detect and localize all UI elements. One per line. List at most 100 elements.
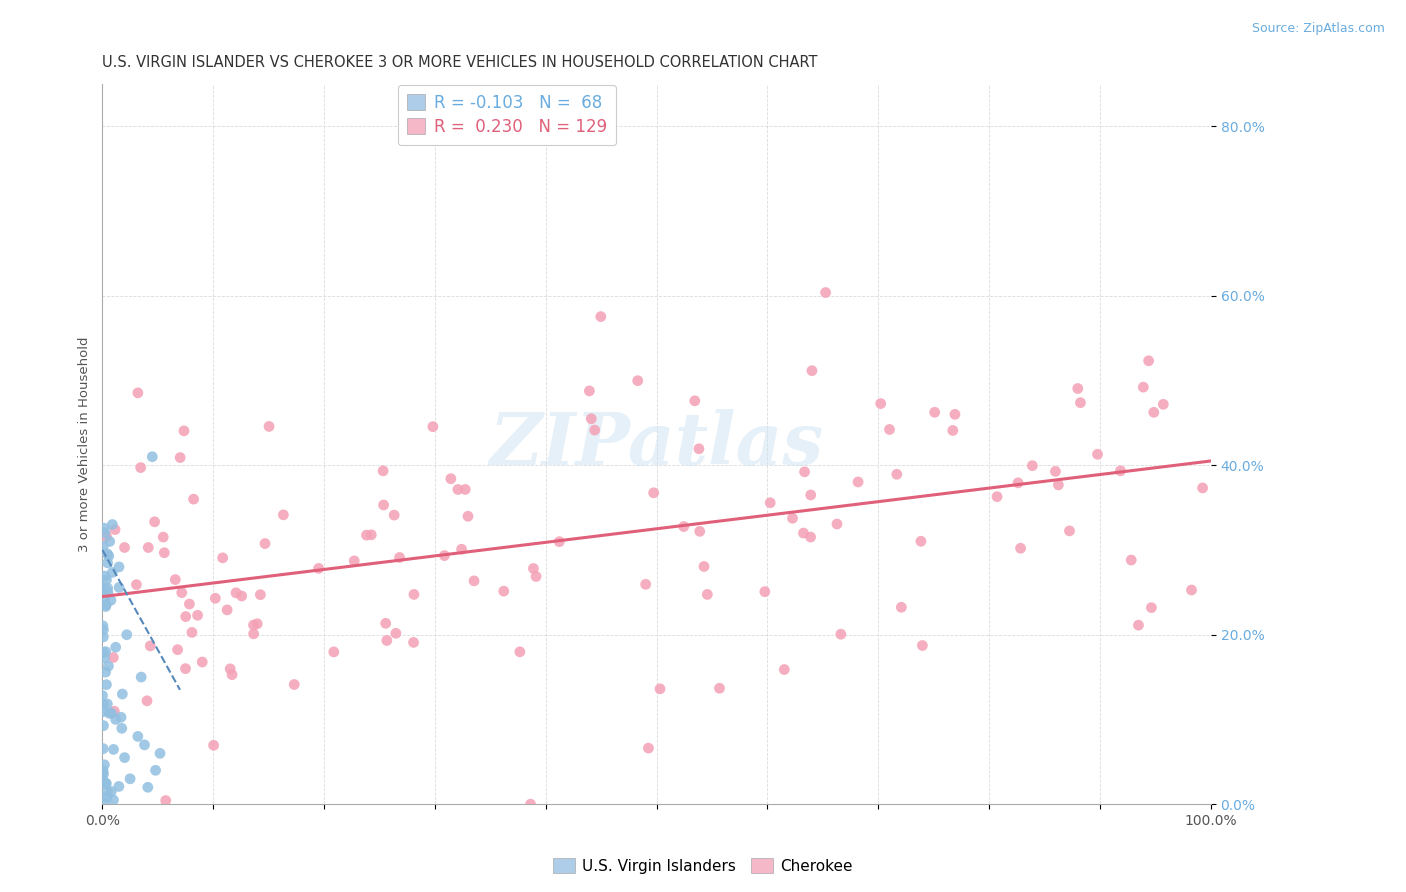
Point (773, 663, 796, 677)
Point (191, 655, 214, 669)
Point (101, 517, 124, 532)
Point (1069, 395, 1091, 409)
Point (371, 464, 394, 478)
Point (93, 796, 115, 810)
Point (136, 694, 159, 708)
Point (374, 616, 396, 631)
Point (96, 573, 118, 587)
Point (115, 628, 138, 642)
Point (91, 741, 114, 756)
Point (166, 642, 188, 657)
Point (93, 757, 115, 772)
Point (911, 639, 934, 653)
Point (801, 364, 824, 378)
Text: Source: ZipAtlas.com: Source: ZipAtlas.com (1251, 22, 1385, 36)
Point (97, 549, 120, 563)
Point (492, 584, 515, 599)
Point (1067, 382, 1090, 396)
Point (173, 424, 195, 438)
Point (98, 706, 121, 721)
Point (846, 475, 869, 489)
Point (93, 623, 115, 637)
Point (1121, 553, 1143, 567)
Point (402, 587, 425, 601)
Point (1140, 600, 1163, 615)
Point (1152, 397, 1174, 411)
Point (101, 566, 124, 580)
Point (683, 393, 706, 408)
Point (246, 616, 269, 631)
Point (129, 670, 152, 684)
Point (1047, 478, 1070, 492)
Point (103, 704, 125, 718)
Point (800, 530, 823, 544)
Point (382, 508, 405, 522)
Point (1137, 353, 1160, 368)
Point (648, 681, 671, 696)
Point (886, 467, 908, 482)
Point (375, 633, 398, 648)
Point (127, 385, 149, 400)
Point (578, 384, 600, 398)
Point (91, 689, 114, 703)
Point (1180, 582, 1202, 597)
Point (145, 764, 167, 778)
Point (1128, 618, 1150, 632)
Point (97, 585, 120, 599)
Point (634, 577, 657, 591)
Point (96, 790, 118, 805)
Point (1143, 405, 1166, 419)
Point (94, 526, 117, 541)
Point (283, 677, 305, 691)
Point (103, 742, 125, 756)
Point (924, 405, 946, 419)
Point (134, 738, 156, 752)
Point (581, 411, 603, 425)
Point (98, 534, 121, 549)
Point (96, 784, 118, 798)
Point (360, 528, 382, 542)
Point (910, 534, 932, 549)
Point (96, 530, 118, 544)
Point (814, 285, 837, 300)
Point (356, 528, 378, 542)
Point (153, 546, 176, 560)
Point (94, 645, 117, 659)
Point (693, 559, 716, 574)
Point (111, 687, 134, 701)
Point (388, 550, 411, 565)
Point (522, 561, 544, 575)
Point (433, 549, 456, 563)
Point (402, 635, 425, 649)
Point (152, 530, 174, 544)
Point (91, 764, 114, 779)
Point (986, 490, 1008, 504)
Point (93, 719, 115, 733)
Point (183, 492, 205, 507)
Point (450, 542, 472, 557)
Point (1109, 464, 1132, 478)
Point (141, 450, 163, 464)
Point (94, 569, 117, 583)
Point (94, 599, 117, 614)
Point (583, 423, 606, 437)
Point (111, 722, 134, 736)
Point (94, 776, 117, 790)
Point (1191, 481, 1213, 495)
Point (180, 625, 202, 640)
Point (91, 630, 114, 644)
Point (100, 784, 122, 798)
Point (93, 698, 115, 712)
Point (447, 483, 470, 497)
Point (93, 582, 115, 596)
Point (231, 589, 253, 603)
Point (108, 581, 131, 595)
Point (91, 705, 114, 719)
Point (221, 667, 243, 681)
Point (149, 747, 172, 761)
Point (104, 523, 127, 537)
Point (463, 574, 485, 588)
Point (792, 526, 814, 541)
Point (385, 626, 408, 640)
Point (830, 627, 852, 641)
